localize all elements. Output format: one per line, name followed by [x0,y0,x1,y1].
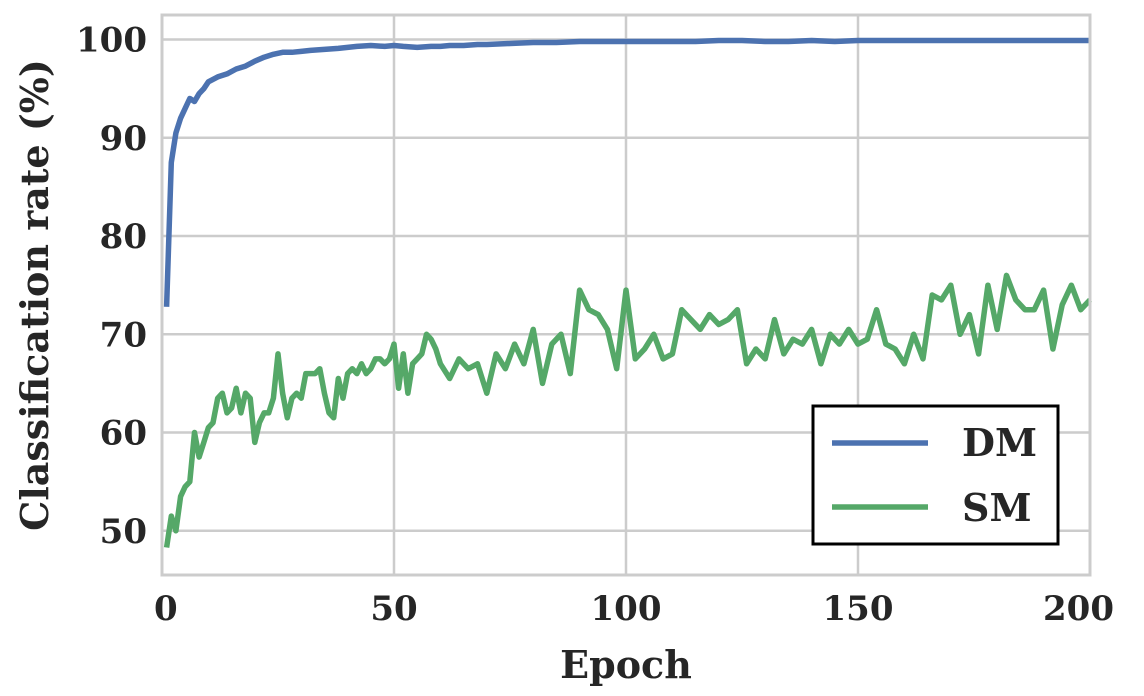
y-tick-labels: 50 60 70 80 90 100 [76,21,147,552]
y-tick-label: 50 [100,512,147,552]
plot-frame [160,13,1092,577]
y-tick-label: 90 [100,119,147,159]
legend-box [811,404,1060,546]
y-tick-label: 100 [76,21,147,61]
series-line-dm [163,37,1090,307]
x-tick-labels: 0 50 100 150 200 [154,589,1114,629]
legend-label-sm: SM [962,485,1032,530]
x-tick-label: 0 [154,589,178,629]
legend: DM SM [811,404,1060,546]
y-tick-label: 80 [100,217,147,257]
y-tick-label: 70 [100,315,147,355]
x-tick-label: 150 [823,589,894,629]
series-lines [163,37,1092,548]
x-tick-label: 100 [591,589,662,629]
x-tick-label: 200 [1043,589,1114,629]
x-axis-label: Epoch [560,642,692,687]
series-line-sm [163,272,1092,548]
legend-label-dm: DM [962,420,1037,465]
y-axis-label: Classification rate (%) [12,59,57,531]
x-tick-label: 50 [370,589,417,629]
y-tick-label: 60 [100,414,147,454]
